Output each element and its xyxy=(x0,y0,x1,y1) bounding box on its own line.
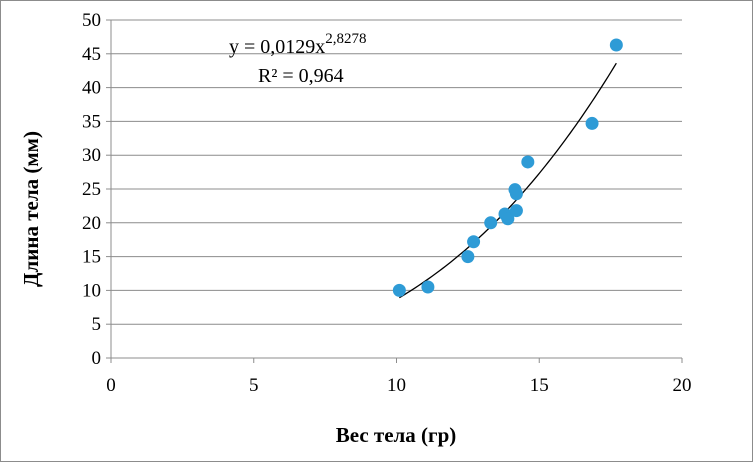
data-point-8 xyxy=(509,187,523,201)
x-axis-title: Вес тела (гр) xyxy=(336,423,457,447)
y-tick-label-4: 20 xyxy=(82,213,101,234)
x-tick-labels: 0 5 10 15 20 xyxy=(106,375,691,396)
y-tick-labels: 0 5 10 15 20 25 30 35 40 45 50 xyxy=(82,10,101,369)
x-tick-label-3: 15 xyxy=(530,375,549,396)
y-tick-label-10: 50 xyxy=(82,10,101,31)
y-tick-label-7: 35 xyxy=(82,111,101,132)
data-point-1 xyxy=(421,280,435,294)
grid-lines xyxy=(111,19,682,325)
data-points xyxy=(392,38,623,297)
x-tick-label-0: 0 xyxy=(106,375,116,396)
y-tick-label-5: 25 xyxy=(82,179,101,200)
x-tick-label-1: 5 xyxy=(249,375,259,396)
y-tick-label-0: 0 xyxy=(92,348,102,369)
data-point-9 xyxy=(509,204,523,218)
data-point-6 xyxy=(501,212,515,226)
data-point-0 xyxy=(392,283,406,297)
trendline xyxy=(399,62,617,299)
x-tick-label-2: 10 xyxy=(387,375,406,396)
y-tick-label-1: 5 xyxy=(92,314,102,335)
y-tick-label-2: 10 xyxy=(82,280,101,301)
y-axis-title: Длина тела (мм) xyxy=(19,131,43,287)
y-tick-label-3: 15 xyxy=(82,247,101,268)
y-tick-label-9: 45 xyxy=(82,44,101,65)
r-squared-label: R² = 0,964 xyxy=(258,65,344,87)
data-point-4 xyxy=(484,216,498,230)
data-point-10 xyxy=(521,155,535,169)
data-point-3 xyxy=(467,235,481,249)
y-tick-label-6: 30 xyxy=(82,145,101,166)
x-tick-label-4: 20 xyxy=(673,375,692,396)
trendline-equation: y = 0,0129x2,8278 xyxy=(229,31,367,58)
data-point-12 xyxy=(609,38,623,52)
data-point-11 xyxy=(585,116,599,130)
y-tick-label-8: 40 xyxy=(82,78,101,99)
axes xyxy=(106,19,683,363)
data-point-2 xyxy=(461,250,475,264)
